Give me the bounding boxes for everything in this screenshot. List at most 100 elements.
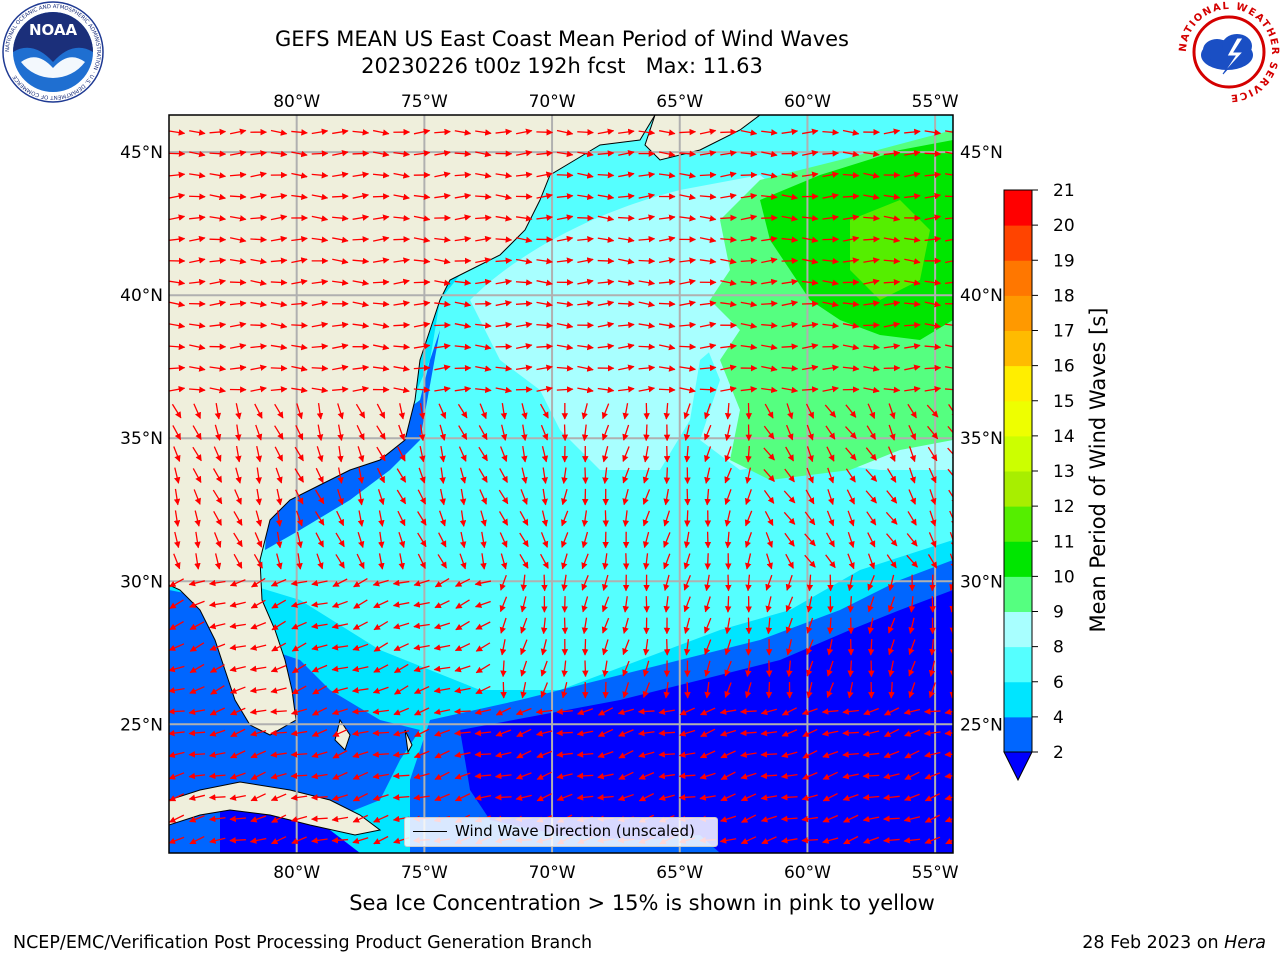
wind-wave-arrow bbox=[332, 321, 349, 329]
wind-wave-arrow bbox=[474, 751, 492, 758]
wind-wave-arrow bbox=[740, 751, 757, 758]
wind-wave-arrow bbox=[454, 301, 472, 308]
wind-wave-arrow bbox=[274, 446, 284, 462]
wind-wave-arrow bbox=[806, 446, 814, 463]
wind-wave-arrow bbox=[699, 215, 717, 222]
wind-wave-arrow bbox=[291, 235, 308, 243]
wind-wave-arrow bbox=[521, 403, 528, 420]
wind-wave-arrow bbox=[413, 279, 431, 286]
chart-subtitle: 20230226 t00z 192h fcst Max: 11.63 bbox=[361, 54, 763, 78]
wind-wave-arrow bbox=[213, 532, 222, 548]
wind-wave-arrow bbox=[577, 193, 594, 201]
wind-wave-arrow bbox=[270, 322, 288, 329]
wind-wave-arrow bbox=[459, 467, 467, 484]
colorbar-tick-label: 15 bbox=[1053, 392, 1075, 412]
wind-wave-arrow bbox=[944, 323, 953, 326]
wind-wave-arrow bbox=[189, 257, 206, 264]
wind-wave-arrow bbox=[724, 467, 732, 484]
wind-wave-arrow bbox=[372, 365, 390, 372]
wind-wave-arrow bbox=[372, 257, 390, 264]
wind-wave-arrow bbox=[194, 531, 201, 549]
wind-wave-arrow bbox=[536, 171, 553, 178]
wind-wave-arrow bbox=[947, 468, 953, 483]
wind-wave-arrow bbox=[356, 553, 365, 570]
wind-wave-arrow bbox=[392, 751, 410, 758]
wind-wave-arrow bbox=[642, 489, 651, 505]
wind-wave-arrow bbox=[699, 193, 717, 200]
wind-wave-arrow bbox=[745, 553, 752, 570]
wind-wave-arrow bbox=[250, 599, 266, 609]
wind-wave-arrow bbox=[254, 532, 263, 548]
wind-wave-arrow bbox=[781, 300, 799, 307]
wind-wave-arrow bbox=[679, 150, 697, 158]
wind-wave-arrow bbox=[495, 215, 513, 222]
wind-wave-arrow bbox=[454, 129, 472, 136]
wind-wave-arrow bbox=[597, 386, 615, 394]
wind-wave-arrow bbox=[351, 687, 369, 694]
wind-wave-arrow bbox=[785, 596, 794, 613]
wind-wave-arrow bbox=[924, 301, 942, 308]
wind-wave-arrow bbox=[413, 215, 431, 222]
wind-wave-arrow bbox=[597, 236, 615, 243]
wind-wave-arrow bbox=[188, 729, 206, 737]
wind-wave-arrow bbox=[822, 385, 839, 393]
wind-wave-arrow bbox=[229, 343, 247, 350]
wind-wave-arrow bbox=[944, 708, 953, 716]
wind-wave-arrow bbox=[781, 215, 799, 222]
lat-tick-label-left: 45°N bbox=[120, 143, 163, 163]
wind-wave-arrow bbox=[214, 553, 222, 570]
wind-wave-arrow bbox=[495, 365, 513, 372]
wind-wave-arrow bbox=[622, 660, 630, 677]
wind-wave-arrow bbox=[581, 510, 589, 527]
wind-wave-arrow bbox=[270, 300, 288, 308]
wind-wave-arrow bbox=[622, 617, 629, 634]
wind-wave-arrow bbox=[805, 403, 815, 419]
wind-wave-arrow bbox=[270, 235, 288, 243]
colorbar-segment bbox=[1004, 190, 1032, 226]
wind-wave-arrow bbox=[275, 510, 283, 527]
wind-wave-arrow bbox=[455, 599, 470, 609]
wind-wave-arrow bbox=[785, 639, 793, 656]
wind-wave-arrow bbox=[209, 236, 227, 243]
wind-wave-arrow bbox=[230, 707, 246, 716]
wind-wave-arrow bbox=[373, 600, 389, 609]
wind-wave-arrow bbox=[724, 510, 731, 527]
lon-tick-label-bottom: 75°W bbox=[401, 863, 448, 883]
wind-wave-arrow bbox=[561, 424, 569, 442]
wind-wave-arrow bbox=[372, 214, 390, 221]
wind-wave-arrow bbox=[825, 532, 835, 548]
wind-wave-arrow bbox=[229, 364, 247, 372]
wind-wave-arrow bbox=[944, 195, 953, 198]
wind-wave-arrow bbox=[372, 686, 389, 694]
wind-wave-arrow bbox=[577, 172, 594, 179]
wind-wave-arrow bbox=[192, 425, 202, 440]
wind-wave-arrow bbox=[209, 215, 227, 222]
wind-wave-arrow bbox=[863, 257, 880, 264]
wind-wave-arrow bbox=[802, 149, 819, 157]
wind-wave-arrow bbox=[250, 750, 266, 759]
wind-wave-arrow bbox=[638, 386, 656, 393]
wind-wave-arrow bbox=[684, 510, 691, 527]
wind-wave-arrow bbox=[397, 446, 406, 462]
wind-wave-arrow bbox=[234, 489, 242, 505]
wind-wave-arrow bbox=[475, 214, 492, 222]
wind-wave-arrow bbox=[454, 171, 472, 179]
wind-wave-arrow bbox=[353, 578, 368, 588]
wind-wave-arrow bbox=[761, 386, 778, 394]
wind-wave-arrow bbox=[617, 708, 634, 716]
wind-wave-arrow bbox=[393, 643, 409, 652]
wind-wave-arrow bbox=[536, 322, 554, 329]
wind-wave-arrow bbox=[475, 257, 492, 264]
wind-wave-arrow bbox=[332, 364, 349, 371]
wind-wave-arrow bbox=[948, 404, 953, 419]
wind-wave-arrow bbox=[208, 579, 226, 587]
wind-wave-arrow bbox=[475, 343, 492, 351]
wind-wave-arrow bbox=[229, 321, 247, 329]
wind-wave-arrow bbox=[822, 192, 839, 200]
wind-wave-arrow bbox=[784, 468, 795, 483]
wind-wave-arrow bbox=[763, 425, 775, 440]
wind-wave-arrow bbox=[847, 660, 854, 678]
wind-wave-arrow bbox=[173, 553, 181, 570]
wind-wave-arrow bbox=[536, 364, 553, 371]
wind-wave-arrow bbox=[806, 639, 814, 656]
